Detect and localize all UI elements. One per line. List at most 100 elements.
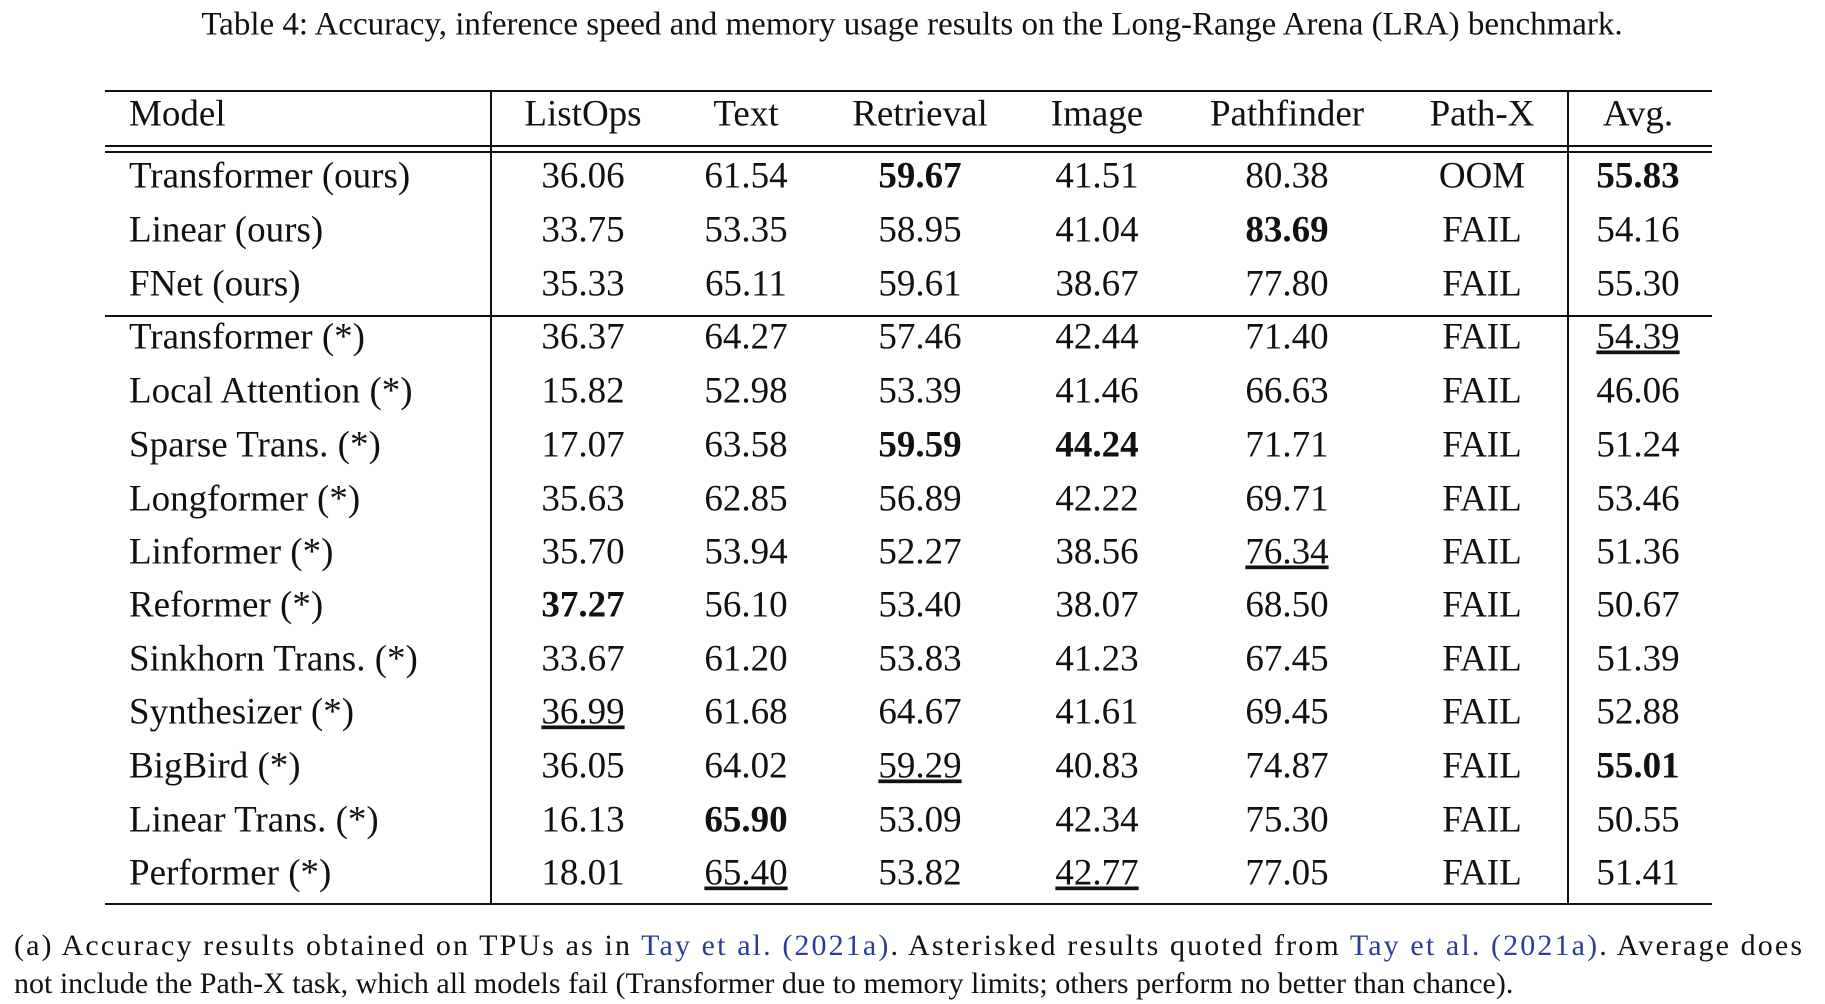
model-name: Transformer (*): [129, 316, 365, 357]
model-name: BigBird (*): [129, 745, 301, 786]
cell-value: 75.30: [1245, 799, 1328, 840]
footnote-text: (a) Accuracy results obtained on TPUs as…: [14, 929, 639, 962]
cell-value: 33.67: [541, 638, 624, 679]
column-header: ListOps: [524, 93, 641, 134]
cell-value: 41.04: [1055, 209, 1138, 250]
column-header: Pathfinder: [1210, 93, 1364, 134]
cell-value: FAIL: [1442, 424, 1521, 465]
cell-value: FAIL: [1442, 316, 1521, 357]
cell-value: 62.85: [704, 478, 787, 519]
column-header: Avg.: [1603, 93, 1673, 134]
cell-value: 58.95: [878, 209, 961, 250]
model-name: Linear (ours): [129, 209, 323, 250]
cell-value: 57.46: [878, 316, 961, 357]
cell-value: 41.23: [1055, 638, 1138, 679]
footnote-text: . Asterisked results quoted from: [890, 929, 1347, 962]
cell-value: 51.36: [1596, 531, 1679, 572]
model-name: Transformer (ours): [129, 155, 410, 196]
cell-value: OOM: [1439, 155, 1525, 196]
cell-value: 71.40: [1245, 316, 1328, 357]
column-header: Image: [1051, 93, 1143, 134]
footnote-text: . Average does: [1599, 929, 1802, 962]
model-name: Performer (*): [129, 852, 331, 893]
cell-value: 74.87: [1245, 745, 1328, 786]
cell-value: 36.06: [541, 155, 624, 196]
cell-value: 51.39: [1596, 638, 1679, 679]
cell-value: 42.34: [1055, 799, 1138, 840]
cell-value: 41.46: [1055, 370, 1138, 411]
model-name: Sinkhorn Trans. (*): [129, 638, 418, 679]
cell-value: 77.05: [1245, 852, 1328, 893]
cell-value: 53.40: [878, 584, 961, 625]
cell-value: 42.77: [1055, 852, 1138, 893]
cell-value: 36.05: [541, 745, 624, 786]
cell-value: 55.30: [1596, 263, 1679, 304]
cell-value: 69.45: [1245, 691, 1328, 732]
model-name: Sparse Trans. (*): [129, 424, 381, 465]
cell-value: 38.67: [1055, 263, 1138, 304]
model-name: Synthesizer (*): [129, 691, 354, 732]
cell-value: 63.58: [704, 424, 787, 465]
cell-value: 37.27: [541, 584, 624, 625]
cell-value: 55.83: [1596, 155, 1679, 196]
cell-value: FAIL: [1442, 370, 1521, 411]
cell-value: 64.27: [704, 316, 787, 357]
cell-value: 69.71: [1245, 478, 1328, 519]
cell-value: 36.37: [541, 316, 624, 357]
model-name: Linear Trans. (*): [129, 799, 379, 840]
cell-value: 44.24: [1055, 424, 1138, 465]
cell-value: 42.44: [1055, 316, 1138, 357]
cell-value: FAIL: [1442, 531, 1521, 572]
cell-value: 50.55: [1596, 799, 1679, 840]
cell-value: 53.46: [1596, 478, 1679, 519]
cell-value: 53.35: [704, 209, 787, 250]
caption: Table 4: Accuracy, inference speed and m…: [201, 7, 1622, 43]
cell-value: 18.01: [541, 852, 624, 893]
cell-value: 53.39: [878, 370, 961, 411]
cell-value: 52.88: [1596, 691, 1679, 732]
cell-value: 17.07: [541, 424, 624, 465]
cell-value: 16.13: [541, 799, 624, 840]
cell-value: 42.22: [1055, 478, 1138, 519]
cell-value: 51.41: [1596, 852, 1679, 893]
column-header: Path-X: [1430, 93, 1535, 134]
cell-value: 66.63: [1245, 370, 1328, 411]
cell-value: 55.01: [1596, 745, 1679, 786]
cell-value: FAIL: [1442, 584, 1521, 625]
cell-value: FAIL: [1442, 478, 1521, 519]
cell-value: 83.69: [1245, 209, 1328, 250]
cell-value: 40.83: [1055, 745, 1138, 786]
cell-value: 54.39: [1596, 316, 1679, 357]
cell-value: 41.61: [1055, 691, 1138, 732]
model-name: Local Attention (*): [129, 370, 413, 411]
model-name: Linformer (*): [129, 531, 333, 572]
cell-value: 35.70: [541, 531, 624, 572]
cell-value: FAIL: [1442, 638, 1521, 679]
cell-value: 61.54: [704, 155, 787, 196]
cell-value: 67.45: [1245, 638, 1328, 679]
model-name: Longformer (*): [129, 478, 360, 519]
cell-value: 38.07: [1055, 584, 1138, 625]
cell-value: FAIL: [1442, 745, 1521, 786]
cell-value: 53.83: [878, 638, 961, 679]
cell-value: FAIL: [1442, 799, 1521, 840]
cell-value: 80.38: [1245, 155, 1328, 196]
cell-value: 59.29: [878, 745, 961, 786]
model-name: FNet (ours): [129, 263, 301, 304]
cell-value: FAIL: [1442, 852, 1521, 893]
footnote-line: not include the Path-X task, which all m…: [14, 967, 1513, 1000]
cell-value: 53.82: [878, 852, 961, 893]
cell-value: 56.10: [704, 584, 787, 625]
citation-link: Tay et al. (2021a): [1350, 929, 1597, 962]
cell-value: FAIL: [1442, 263, 1521, 304]
cell-value: FAIL: [1442, 691, 1521, 732]
cell-value: 51.24: [1596, 424, 1679, 465]
cell-value: 61.68: [704, 691, 787, 732]
cell-value: 77.80: [1245, 263, 1328, 304]
cell-value: 15.82: [541, 370, 624, 411]
cell-value: 54.16: [1596, 209, 1679, 250]
cell-value: 65.90: [704, 799, 787, 840]
cell-value: 52.27: [878, 531, 961, 572]
column-header: Model: [129, 93, 226, 134]
